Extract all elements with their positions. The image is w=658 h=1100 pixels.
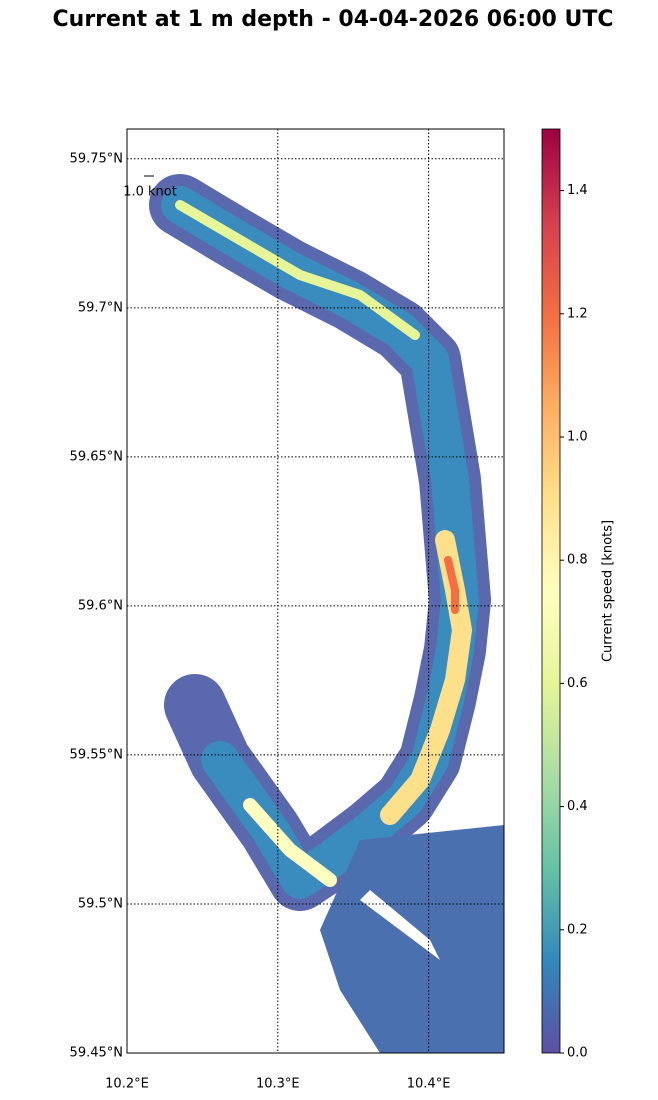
colorbar-label: Current speed [knots] — [601, 520, 616, 662]
x-tick-label: 10.3°E — [256, 1077, 300, 1092]
plot-frame — [126, 128, 505, 1054]
fast-current — [175, 200, 420, 340]
colorbar-tick-label: 0.0 — [567, 1046, 588, 1061]
fast-current — [243, 798, 337, 887]
colorbar-tick-label: 1.4 — [567, 183, 588, 198]
colorbar-tick-label: 1.2 — [567, 306, 588, 321]
colorbar-tick-label: 0.6 — [567, 676, 588, 691]
colorbar-tick-label: 0.2 — [567, 922, 588, 937]
colorbar-tick-label: 1.0 — [567, 430, 588, 445]
y-tick-label: 59.6°N — [78, 598, 123, 613]
y-tick-label: 59.65°N — [70, 449, 123, 464]
x-tick-label: 10.2°E — [105, 1077, 149, 1092]
y-tick-label: 59.55°N — [70, 747, 123, 762]
island — [360, 890, 440, 960]
colorbar-tick-label: 0.8 — [567, 553, 588, 568]
y-tick-label: 59.45°N — [70, 1046, 123, 1061]
quiver-key-label: 1.0 knot — [123, 185, 177, 200]
colorbar-tick-label: 0.4 — [567, 799, 588, 814]
colorbar — [541, 128, 561, 1054]
y-tick-label: 59.7°N — [78, 300, 123, 315]
x-tick-label: 10.4°E — [407, 1077, 451, 1092]
current-field — [149, 174, 504, 1053]
chart-title: Current at 1 m depth - 04-04-2026 06:00 … — [53, 7, 614, 32]
y-tick-label: 59.75°N — [70, 151, 123, 166]
fast-current — [444, 556, 459, 614]
y-tick-label: 59.5°N — [78, 896, 123, 911]
